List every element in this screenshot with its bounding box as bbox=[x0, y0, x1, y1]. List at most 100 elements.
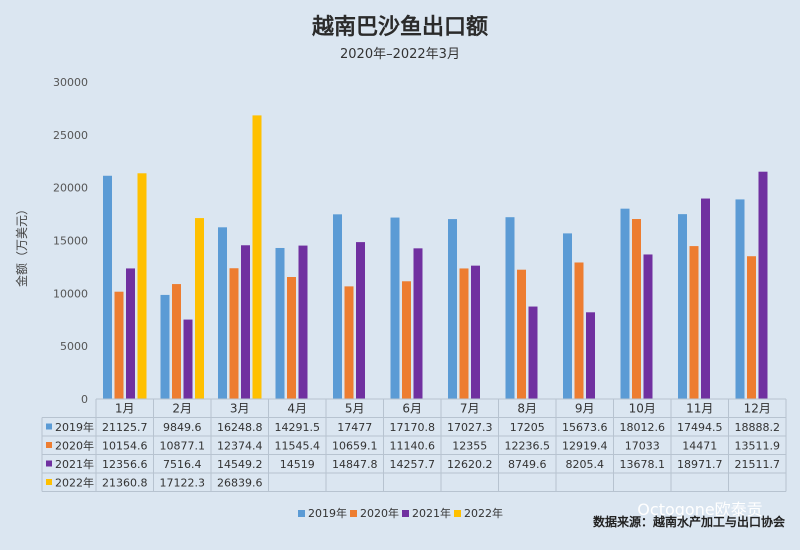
bar bbox=[298, 245, 308, 399]
legend-swatch bbox=[350, 510, 357, 517]
table-cell: 17170.8 bbox=[390, 421, 436, 434]
bar bbox=[735, 199, 745, 399]
x-tick-label: 11月 bbox=[686, 402, 713, 416]
y-tick-label: 20000 bbox=[53, 182, 88, 195]
table-cell: 7516.4 bbox=[163, 458, 202, 471]
table-cell: 14847.8 bbox=[332, 458, 378, 471]
table-cell: 18012.6 bbox=[620, 421, 666, 434]
y-tick-label: 5000 bbox=[60, 340, 88, 353]
table-cell: 18888.2 bbox=[735, 421, 781, 434]
x-tick-label: 10月 bbox=[629, 402, 656, 416]
x-tick-label: 9月 bbox=[575, 402, 595, 416]
table-cell: 12620.2 bbox=[447, 458, 493, 471]
table-cell: 18971.7 bbox=[677, 458, 723, 471]
bar bbox=[241, 245, 250, 399]
y-tick-label: 10000 bbox=[53, 287, 88, 300]
bar bbox=[528, 306, 538, 399]
y-axis: 0 5000 10000 15000 20000 25000 30000 bbox=[53, 76, 88, 406]
table-legend-key bbox=[46, 442, 52, 448]
bar bbox=[632, 219, 641, 399]
legend-swatch bbox=[298, 510, 305, 517]
data-table: 1月 2月 3月 4月 5月 6月 7月 8月 9月 10月 11月 12月 2019年 21125.7 9… bbox=[41, 398, 787, 492]
x-tick-label: 7月 bbox=[460, 402, 480, 416]
table-cell: 26839.6 bbox=[217, 477, 263, 490]
table-cell: 17205 bbox=[510, 421, 545, 434]
watermark: Octogone欧泰贡 bbox=[637, 500, 762, 519]
table-cell: 12356.6 bbox=[102, 458, 148, 471]
x-tick-label: 1月 bbox=[115, 402, 135, 416]
bars bbox=[103, 115, 768, 399]
y-tick-label: 15000 bbox=[53, 235, 88, 248]
table-cell: 11545.4 bbox=[275, 440, 321, 453]
table-cell: 17477 bbox=[337, 421, 372, 434]
bar bbox=[402, 281, 411, 399]
bar bbox=[287, 277, 296, 399]
table-cell: 21360.8 bbox=[102, 477, 148, 490]
table-cell: 21511.7 bbox=[735, 458, 781, 471]
bar bbox=[160, 294, 170, 399]
table-series-name: 2020年 bbox=[55, 439, 94, 453]
table-cell: 8749.6 bbox=[508, 458, 547, 471]
table-legend-key bbox=[46, 479, 52, 485]
table-cell: 12355 bbox=[452, 440, 487, 453]
table-legend-key bbox=[46, 460, 52, 467]
bar bbox=[195, 218, 204, 399]
bar bbox=[333, 214, 342, 399]
table-cell: 14291.5 bbox=[275, 421, 321, 434]
bar bbox=[218, 227, 227, 399]
bar bbox=[678, 214, 687, 399]
bar bbox=[620, 208, 630, 399]
bar bbox=[103, 175, 112, 399]
bar bbox=[252, 115, 262, 399]
bar bbox=[517, 269, 526, 399]
table-cell: 17027.3 bbox=[447, 421, 493, 434]
table-cell: 17122.3 bbox=[160, 477, 206, 490]
table-series-name: 2019年 bbox=[55, 420, 94, 434]
chart-subtitle: 2020年–2022年3月 bbox=[340, 47, 460, 62]
bar bbox=[275, 247, 285, 399]
bar bbox=[390, 217, 400, 399]
table-cell: 13678.1 bbox=[620, 458, 666, 471]
x-tick-label: 6月 bbox=[402, 402, 422, 416]
table-cell: 11140.6 bbox=[390, 440, 436, 453]
legend-swatch bbox=[454, 510, 461, 517]
bar bbox=[586, 312, 595, 399]
bar bbox=[137, 173, 147, 399]
x-tick-label: 5月 bbox=[345, 402, 365, 416]
bar bbox=[114, 291, 124, 399]
bar bbox=[183, 319, 193, 399]
table-series-name: 2022年 bbox=[55, 476, 94, 490]
legend-label: 2022年 bbox=[464, 506, 503, 520]
table-cell: 17494.5 bbox=[677, 421, 723, 434]
x-tick-label: 12月 bbox=[744, 402, 771, 416]
chart-title: 越南巴沙鱼出口额 bbox=[311, 14, 488, 40]
table-legend-key bbox=[46, 423, 52, 430]
table-cell: 17033 bbox=[625, 440, 660, 453]
legend: 2019年 2020年 2021年 2022年 bbox=[298, 506, 503, 520]
table-cell: 10154.6 bbox=[102, 440, 148, 453]
table-cell: 13511.9 bbox=[735, 440, 781, 453]
table-cell: 21125.7 bbox=[102, 421, 148, 434]
table-cell: 8205.4 bbox=[566, 458, 605, 471]
x-tick-label: 2月 bbox=[172, 402, 192, 416]
y-tick-label: 25000 bbox=[53, 129, 88, 142]
table-cell: 12919.4 bbox=[562, 440, 608, 453]
table-cell: 12236.5 bbox=[505, 440, 551, 453]
y-tick-label: 0 bbox=[81, 393, 88, 406]
bar bbox=[643, 254, 653, 399]
x-tick-label: 3月 bbox=[230, 402, 250, 416]
source-note: 数据来源：越南水产加工与出口协会 bbox=[593, 514, 786, 529]
table-cell: 10659.1 bbox=[332, 440, 378, 453]
bar bbox=[563, 233, 572, 399]
table-cell: 15673.6 bbox=[562, 421, 608, 434]
x-tick-label: 4月 bbox=[287, 402, 307, 416]
bar bbox=[747, 256, 756, 399]
table-cell: 10877.1 bbox=[160, 440, 206, 453]
legend-label: 2019年 bbox=[308, 506, 347, 520]
bar bbox=[459, 268, 469, 399]
y-axis-label: 金额（万美元） bbox=[14, 203, 29, 287]
bar bbox=[356, 242, 365, 399]
table-cell: 12374.4 bbox=[217, 440, 263, 453]
table-cell: 14519 bbox=[280, 458, 315, 471]
